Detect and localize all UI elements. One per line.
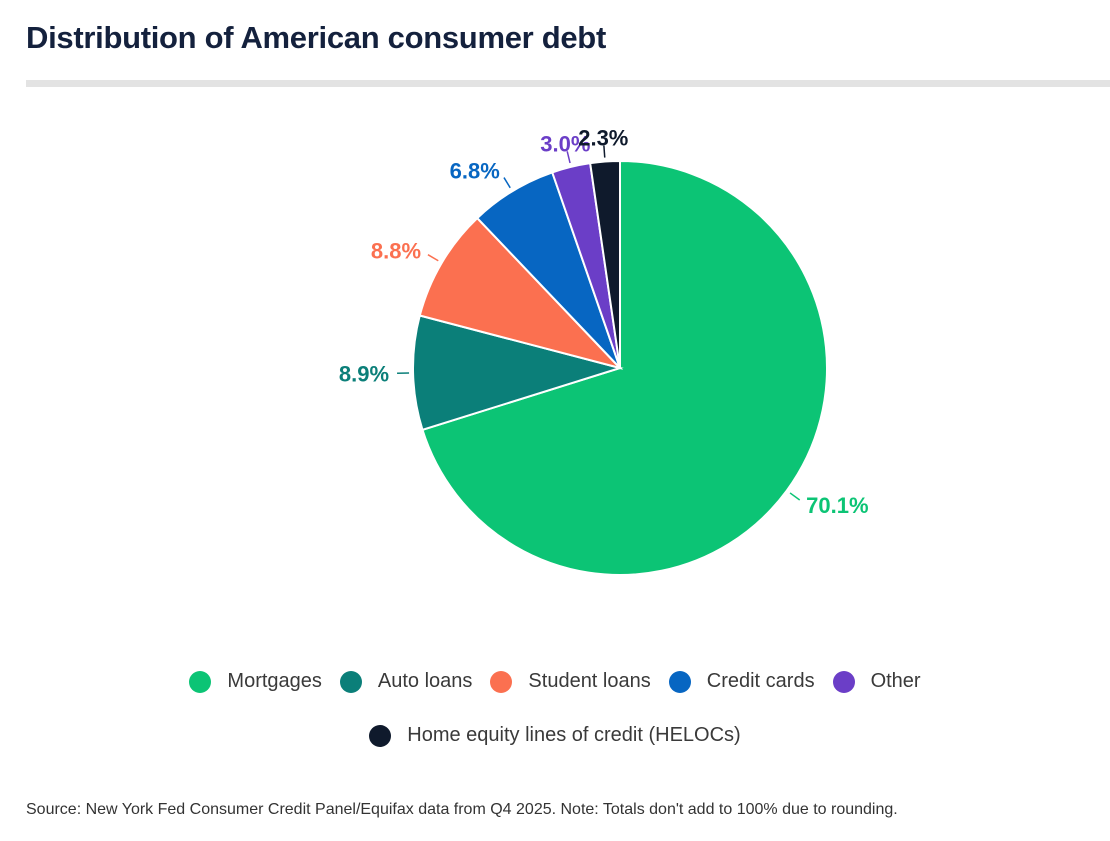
slice-data-label: 8.9% bbox=[339, 361, 389, 386]
slice-data-label: 70.1% bbox=[806, 493, 868, 518]
legend-item-credit-cards[interactable]: Credit cards bbox=[668, 670, 815, 693]
legend-item-other[interactable]: Other bbox=[832, 670, 921, 693]
label-leader-line bbox=[503, 177, 511, 189]
legend-label: Credit cards bbox=[706, 670, 815, 692]
slice-data-label: 8.8% bbox=[371, 239, 421, 264]
legend-swatch bbox=[339, 670, 362, 693]
legend-label: Mortgages bbox=[227, 670, 322, 692]
pie-slice-mortgages[interactable] bbox=[421, 159, 828, 576]
legend-item-mortgages[interactable]: Mortgages bbox=[189, 670, 322, 693]
source-note: Source: New York Fed Consumer Credit Pan… bbox=[26, 801, 898, 818]
pie-slice-home-equity-lines-of-credit-helocs[interactable] bbox=[589, 159, 621, 369]
label-leader-line bbox=[566, 151, 571, 164]
legend-item-student-loans[interactable]: Student loans bbox=[490, 670, 651, 693]
legend-swatch bbox=[832, 670, 855, 693]
legend-row-1: Mortgages Auto loans Student loans Credi… bbox=[0, 670, 1110, 693]
legend-label: Auto loans bbox=[377, 670, 473, 692]
legend-item-auto-loans[interactable]: Auto loans bbox=[339, 670, 473, 693]
slice-data-label: 6.8% bbox=[450, 159, 500, 184]
legend-swatch bbox=[189, 670, 212, 693]
label-leader-line bbox=[603, 145, 606, 158]
pie-slice-auto-loans[interactable] bbox=[412, 314, 624, 432]
label-leader-line bbox=[789, 492, 801, 501]
chart-title: Distribution of American consumer debt bbox=[26, 20, 606, 55]
legend-swatch bbox=[490, 670, 513, 693]
legend-item-helocs[interactable]: Home equity lines of credit (HELOCs) bbox=[369, 724, 741, 747]
slice-data-label: 3.0% bbox=[540, 132, 590, 157]
pie-slice-student-loans[interactable] bbox=[418, 216, 624, 370]
slice-data-label: 2.3% bbox=[578, 126, 628, 151]
pie-chart: 70.1% 8.9% 8.8% 6.8% 3.0%2.3% bbox=[339, 126, 869, 576]
legend-swatch bbox=[369, 724, 392, 747]
legend-label: Home equity lines of credit (HELOCs) bbox=[407, 724, 741, 746]
legend-row-2: Home equity lines of credit (HELOCs) bbox=[0, 724, 1110, 747]
legend-label: Other bbox=[870, 670, 921, 692]
legend-swatch bbox=[668, 670, 691, 693]
title-divider bbox=[26, 80, 1110, 87]
legend-label: Student loans bbox=[528, 670, 651, 692]
label-leader-line bbox=[427, 254, 439, 262]
